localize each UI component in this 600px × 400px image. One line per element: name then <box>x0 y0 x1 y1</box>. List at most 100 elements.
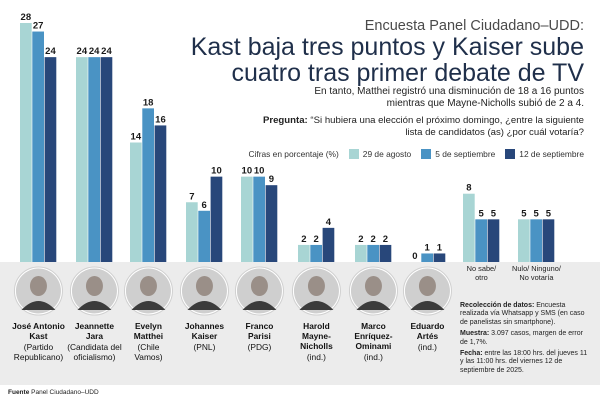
enriquez-ominami-portrait-icon <box>348 266 398 316</box>
bar-5-s0 <box>298 244 310 262</box>
kaiser-portrait-icon <box>179 266 229 316</box>
value-label-7-s2: 1 <box>437 242 443 253</box>
bar-5-s1 <box>310 244 322 262</box>
bar-3-s0 <box>186 202 198 262</box>
matthei-portrait-icon <box>123 266 173 316</box>
jara-portrait-icon <box>69 266 119 316</box>
candidate-name-2-0: Evelyn <box>135 321 162 331</box>
bar-7-s2 <box>433 253 446 262</box>
value-label-4-s1: 10 <box>254 166 265 177</box>
kast-portrait-icon <box>13 266 63 316</box>
legend-title: Cifras en porcentaje (%) <box>248 149 339 159</box>
source-note: Fuente Panel Ciudadano–UDD <box>8 389 99 396</box>
candidate-party-4-0: (PDG) <box>248 342 272 352</box>
source-text: Panel Ciudadano–UDD <box>31 389 99 396</box>
bar-6-s0 <box>355 244 367 262</box>
value-label-5-s1: 2 <box>314 234 319 245</box>
value-label-6-s0: 2 <box>358 234 363 245</box>
candidate-name-3-0: Johannes <box>185 321 224 331</box>
candidate-name-2-1: Matthei <box>134 331 163 341</box>
bar-1-s2 <box>100 57 113 263</box>
bar-4-s0 <box>241 176 253 262</box>
candidate-party-3-0: (PNL) <box>194 342 216 352</box>
headline: Kast baja tres puntos y Kaiser sube cuat… <box>190 33 584 87</box>
chart-legend: Cifras en porcentaje (%) 29 de agosto 5 … <box>248 149 584 159</box>
artes-portrait-icon <box>402 266 452 316</box>
value-label-3-s2: 10 <box>211 166 222 177</box>
candidate-party-5-0: (ind.) <box>307 352 326 362</box>
value-label-9-s1: 5 <box>534 208 540 219</box>
value-label-5-s0: 2 <box>301 234 306 245</box>
bar-2-s2 <box>154 125 167 262</box>
candidate-party-6-0: (ind.) <box>364 352 383 362</box>
bar-7-s1 <box>421 253 433 262</box>
bar-8-s2 <box>487 219 500 262</box>
legend-swatch-sep5 <box>421 149 432 159</box>
value-label-5-s2: 4 <box>326 217 332 228</box>
candidate-photos <box>13 266 452 316</box>
value-label-0-s0: 28 <box>21 12 32 23</box>
survey-name: Encuesta Panel Ciudadano–UDD: <box>364 18 584 34</box>
bar-1-s1 <box>88 57 100 263</box>
value-label-3-s1: 6 <box>202 200 207 211</box>
candidate-name-0-0: José Antonio <box>12 321 65 331</box>
category-label-9-1: No votaría <box>519 273 554 282</box>
bar-5-s2 <box>322 227 335 262</box>
value-label-1-s2: 24 <box>101 46 112 57</box>
sample-text: 3.097 casos, margen de error de 1,7%. <box>460 330 583 346</box>
candidate-name-7-0: Eduardo <box>410 321 444 331</box>
bar-9-s0 <box>518 219 530 262</box>
bar-8-s0 <box>463 193 475 262</box>
legend-label-sep12: 12 de septiembre <box>519 149 584 159</box>
value-label-4-s2: 9 <box>269 174 274 185</box>
bar-4-s1 <box>253 176 265 262</box>
candidate-name-3-1: Kaiser <box>192 331 218 341</box>
mayne-nicholls-portrait-icon <box>291 266 341 316</box>
value-label-6-s2: 2 <box>383 234 388 245</box>
legend-swatch-sep12 <box>505 149 516 159</box>
value-label-3-s0: 7 <box>189 191 194 202</box>
collection-text: Encuesta realizada vía Whatsapp y SMS (e… <box>460 302 585 326</box>
candidate-party-7-0: (ind.) <box>418 342 437 352</box>
value-label-7-s1: 1 <box>425 242 431 253</box>
value-label-8-s1: 5 <box>479 208 485 219</box>
value-label-1-s1: 24 <box>89 46 100 57</box>
candidate-name-0-1: Kast <box>29 331 47 341</box>
bar-3-s1 <box>198 210 210 262</box>
category-label-9-0: Nulo/ Ninguno/ <box>512 264 562 273</box>
candidate-name-1-1: Jara <box>86 331 104 341</box>
bar-3-s2 <box>210 176 223 262</box>
candidate-name-1-0: Jeannette <box>75 321 114 331</box>
candidate-party-1-0: (Candidata del <box>67 342 122 352</box>
question-text: “Si hubiera una elección el próximo domi… <box>310 115 584 138</box>
value-label-1-s0: 24 <box>77 46 88 57</box>
value-label-9-s0: 5 <box>521 208 527 219</box>
candidate-name-6-0: Marco <box>361 321 386 331</box>
candidate-name-4-1: Parisi <box>248 331 271 341</box>
candidate-name-6-2: Ominami <box>356 341 392 351</box>
bar-4-s2 <box>265 185 278 262</box>
bar-6-s2 <box>379 244 392 262</box>
category-label-8-1: otro <box>475 273 488 282</box>
bar-0-s2 <box>44 57 57 263</box>
candidate-party-2-1: Vamos) <box>134 352 162 362</box>
sample-label: Muestra: <box>460 330 490 338</box>
value-label-0-s1: 27 <box>33 21 44 32</box>
source-label: Fuente <box>8 389 30 396</box>
value-label-8-s0: 8 <box>466 183 471 194</box>
bar-0-s1 <box>32 31 44 262</box>
candidate-name-5-2: Nicholls <box>300 341 333 351</box>
collection-label: Recolección de datos: <box>460 302 535 309</box>
value-label-6-s1: 2 <box>371 234 376 245</box>
candidate-party-1-1: oficialismo) <box>74 352 116 362</box>
bar-9-s1 <box>530 219 542 262</box>
value-label-7-s0: 0 <box>412 251 417 262</box>
candidate-name-4-0: Franco <box>245 321 273 331</box>
bar-8-s1 <box>475 219 487 262</box>
candidate-party-2-0: (Chile <box>138 342 160 352</box>
legend-label-aug29: 29 de agosto <box>362 149 412 159</box>
